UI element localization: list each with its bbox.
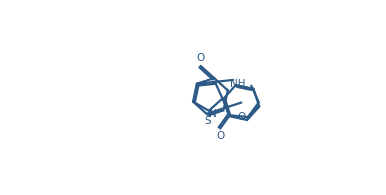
Text: S: S <box>205 116 211 126</box>
Text: O: O <box>196 53 205 63</box>
Text: O: O <box>216 131 224 141</box>
Text: N: N <box>209 109 217 119</box>
Text: NH: NH <box>230 79 245 89</box>
Text: O: O <box>237 112 246 122</box>
